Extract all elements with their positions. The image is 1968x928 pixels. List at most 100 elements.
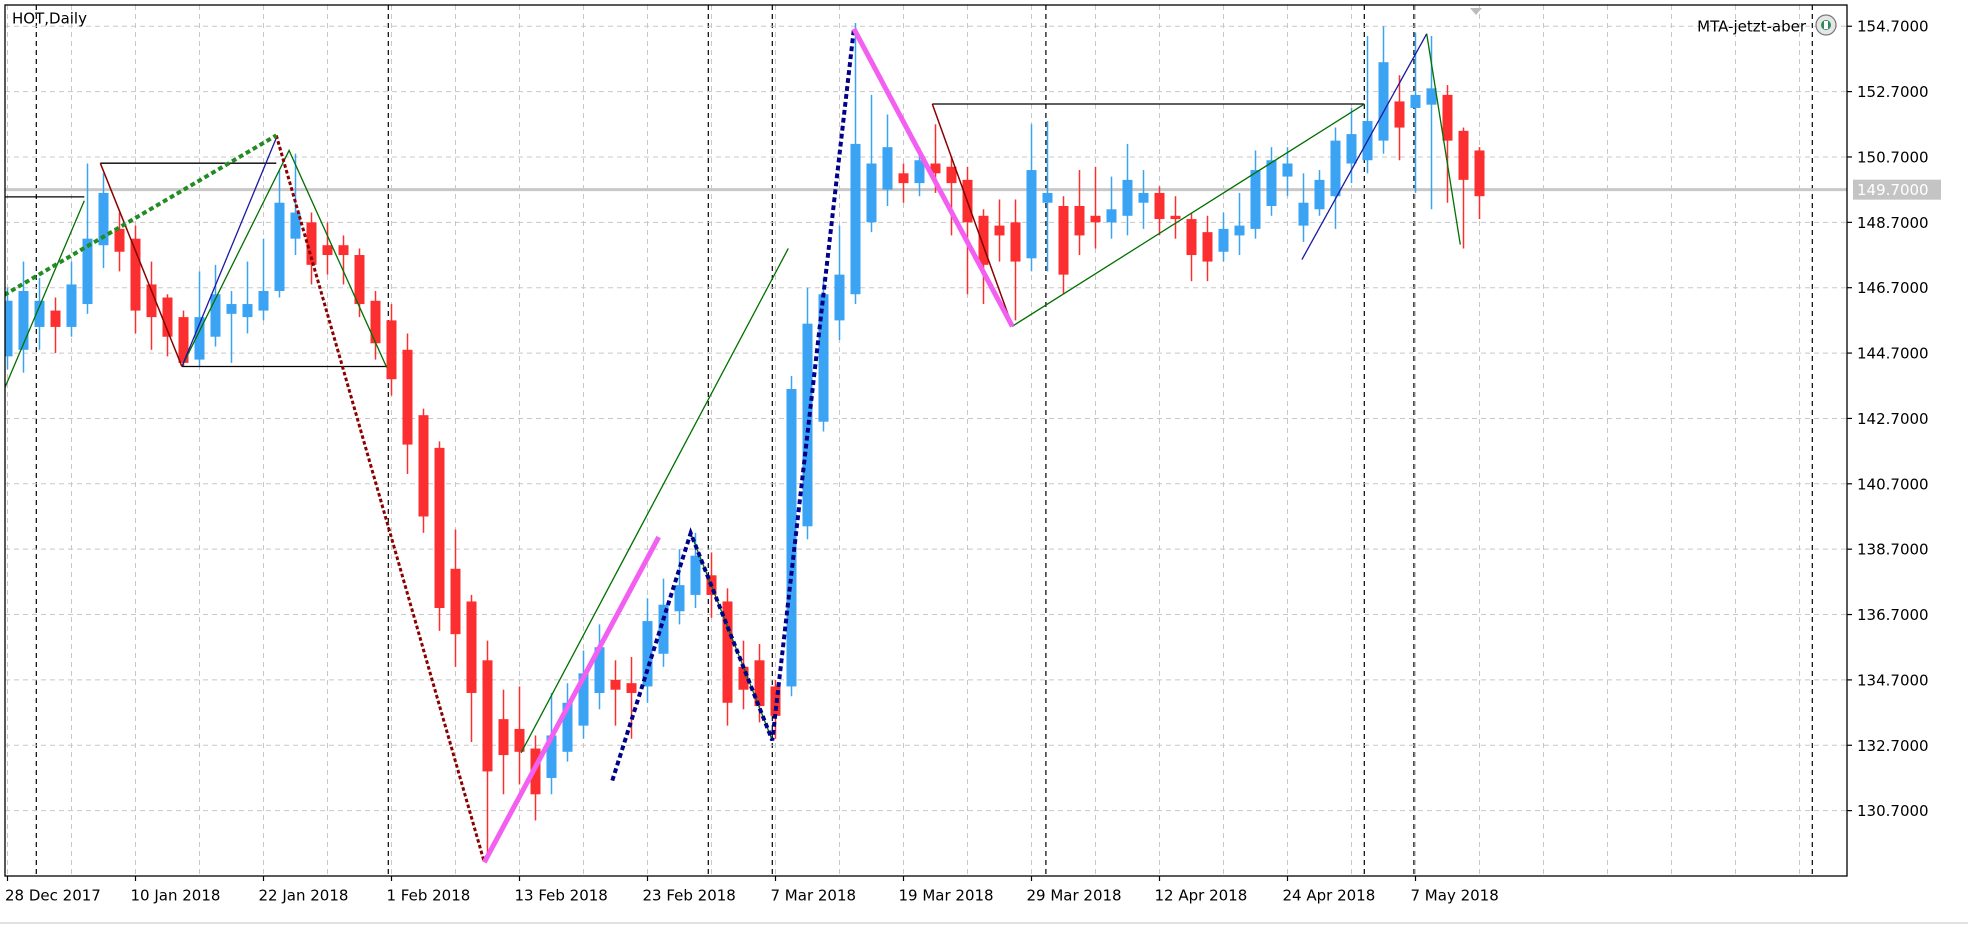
y-tick-label: 144.7000 <box>1857 345 1929 363</box>
candle-body <box>738 666 749 690</box>
candle-body <box>290 212 301 239</box>
candle-body <box>1010 222 1021 262</box>
candle-body <box>658 604 669 654</box>
candle-body <box>5 300 13 357</box>
y-tick-label: 142.7000 <box>1857 410 1929 428</box>
y-tick-label: 150.7000 <box>1857 148 1929 166</box>
x-tick-label: 24 Apr 2018 <box>1283 887 1376 905</box>
candle-body <box>930 163 941 174</box>
candle-body <box>450 568 461 635</box>
overlay-line <box>5 133 278 297</box>
plot-marks <box>5 22 1485 864</box>
candle-body <box>354 255 365 305</box>
candle-body <box>1250 170 1261 229</box>
overlay-line <box>181 148 388 368</box>
candle-body <box>1426 88 1437 105</box>
candle-body <box>1106 209 1117 223</box>
candle-body <box>802 323 813 527</box>
y-tick-label: 140.7000 <box>1857 475 1929 493</box>
candle-body <box>402 349 413 445</box>
candle-body <box>306 222 317 265</box>
candle-body <box>578 673 589 726</box>
candle-body <box>66 284 77 327</box>
candle-body <box>1394 101 1405 128</box>
candle-body <box>1090 215 1101 223</box>
y-tick-label: 152.7000 <box>1857 83 1929 101</box>
candle-body <box>1330 140 1341 197</box>
candle-body <box>1122 179 1133 216</box>
candle-body <box>1138 192 1149 203</box>
candle-body <box>386 320 397 380</box>
x-tick-label: 1 Feb 2018 <box>387 887 471 905</box>
candle-body <box>226 304 237 314</box>
y-tick-label: 130.7000 <box>1857 802 1929 820</box>
candle-body <box>1234 225 1245 236</box>
x-tick-label: 28 Dec 2017 <box>5 887 101 905</box>
candle-body <box>98 192 109 246</box>
candle-body <box>274 202 285 291</box>
candle-body <box>834 274 845 321</box>
current-price-label: 149.7000 <box>1857 181 1929 199</box>
candle-body <box>690 555 701 595</box>
overlay-line <box>610 28 856 782</box>
candle-body <box>1074 206 1085 236</box>
candle-body <box>722 601 733 703</box>
y-tick-label: 146.7000 <box>1857 279 1929 297</box>
candle-body <box>82 238 93 305</box>
candle-body <box>642 621 653 687</box>
y-tick-label: 132.7000 <box>1857 737 1929 755</box>
candle-body <box>866 163 877 223</box>
candle-body <box>994 225 1005 236</box>
overlay-line <box>181 137 277 367</box>
candle-body <box>1474 150 1485 197</box>
overlay-line <box>520 248 789 754</box>
current-price-box <box>1853 179 1941 200</box>
candle-body <box>1026 170 1037 259</box>
candle-body <box>1186 219 1197 256</box>
candle-body <box>162 297 173 337</box>
candle-body <box>466 601 477 693</box>
candle-body <box>34 300 45 327</box>
overlay-line <box>274 134 486 863</box>
candle-body <box>818 294 829 422</box>
plot-frame <box>4 4 1848 877</box>
candle-body <box>1410 94 1421 108</box>
candle-body <box>946 166 957 184</box>
overlay-line <box>482 535 661 864</box>
candle-body <box>626 683 637 693</box>
candle-body <box>418 415 429 517</box>
candle-body <box>18 290 29 350</box>
candle-body <box>850 143 861 295</box>
candle-body <box>1058 206 1069 275</box>
candle-body <box>498 719 509 756</box>
x-tick-label: 10 Jan 2018 <box>131 887 221 905</box>
y-tick-label: 148.7000 <box>1857 214 1929 232</box>
candle-body <box>482 660 493 772</box>
candle-body <box>674 585 685 612</box>
y-tick-label: 134.7000 <box>1857 671 1929 689</box>
candle-body <box>1458 130 1469 180</box>
candle-body <box>322 245 333 256</box>
overlay-line <box>851 27 1015 328</box>
candle-body <box>434 447 445 608</box>
candle-body <box>1298 202 1309 226</box>
candle-body <box>338 245 349 256</box>
candle-body <box>546 735 557 778</box>
candle-body <box>914 160 925 184</box>
overlay-line <box>5 200 85 390</box>
x-tick-label: 23 Feb 2018 <box>643 887 736 905</box>
candle-body <box>1346 134 1357 164</box>
y-tick-label: 154.7000 <box>1857 18 1929 36</box>
candle-body <box>114 228 125 252</box>
candle-body <box>50 310 61 327</box>
x-tick-label: 29 Mar 2018 <box>1027 887 1122 905</box>
candle-body <box>1154 192 1165 220</box>
period-marker <box>1470 8 1482 15</box>
overlay-line <box>1011 103 1365 327</box>
x-tick-label: 12 Apr 2018 <box>1155 887 1248 905</box>
candle-body <box>194 317 205 360</box>
candle-body <box>370 300 381 344</box>
x-tick-label: 19 Mar 2018 <box>899 887 994 905</box>
